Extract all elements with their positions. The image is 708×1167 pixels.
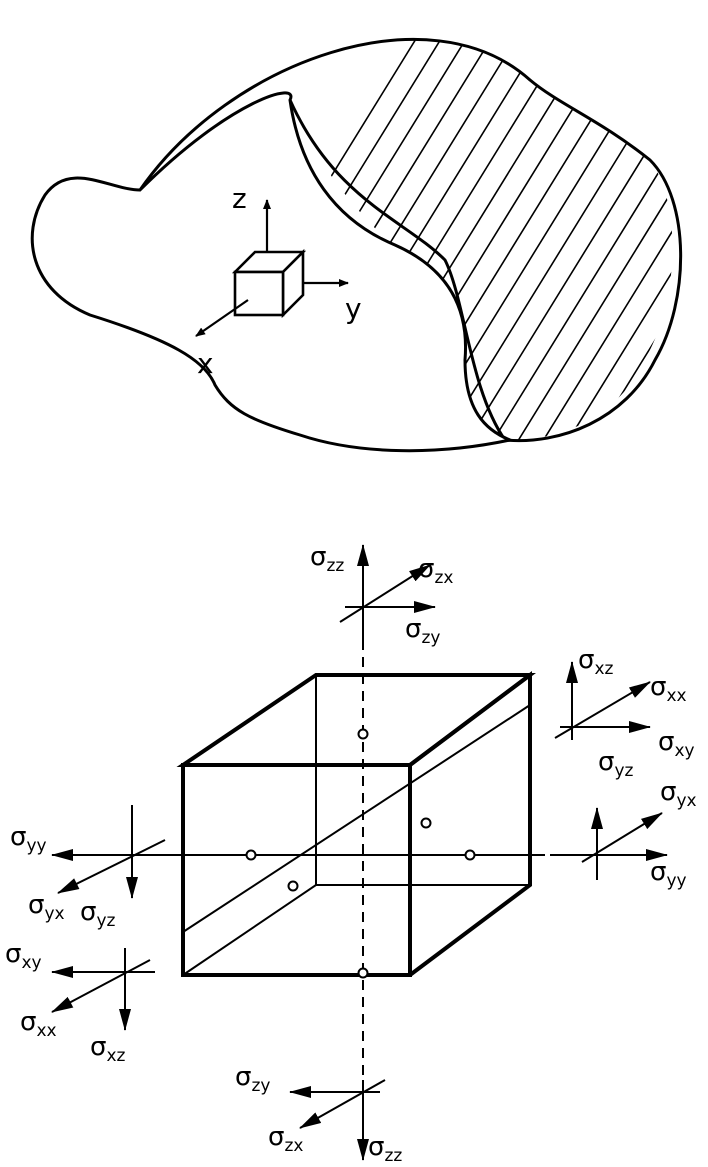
label-left-yy: σyy xyxy=(10,822,47,856)
body-axes xyxy=(195,199,349,337)
label-bottom-zy: σzy xyxy=(235,1062,270,1096)
axis-label-z: z xyxy=(232,182,247,215)
label-back-xy: σxy xyxy=(5,939,42,973)
stress-cube: σzz σzx σzy σxz σxx σxy σyz σyx σyy σyy … xyxy=(5,542,697,1166)
stress-labels: σzz σzx σzy σxz σxx σxy σyz σyx σyy σyy … xyxy=(5,542,697,1166)
label-bottom-zx: σzx xyxy=(268,1122,303,1156)
label-right-yy: σyy xyxy=(650,857,687,891)
face-centre-markers xyxy=(245,728,476,979)
center-axes xyxy=(182,640,545,1080)
label-left-yx: σyx xyxy=(28,890,65,924)
element-cube xyxy=(231,248,307,319)
label-back-xz: σxz xyxy=(90,1032,126,1066)
label-top-zy: σzy xyxy=(405,614,440,648)
label-bottom-zz: σzz xyxy=(368,1132,402,1166)
left-face-stresses xyxy=(51,805,183,899)
bottom-face-stresses xyxy=(289,1079,386,1161)
label-front-xy: σxy xyxy=(658,727,695,761)
label-right-yx: σyx xyxy=(660,777,697,811)
body-side-surface xyxy=(138,37,683,443)
back-face-stresses xyxy=(51,948,155,1031)
front-face-stresses xyxy=(554,661,651,740)
top-face-stresses xyxy=(339,544,436,640)
axis-label-y: y xyxy=(345,292,362,325)
continuum-body: z y x xyxy=(30,37,683,453)
right-face-stresses xyxy=(550,807,668,880)
axis-label-x: x xyxy=(197,347,214,380)
label-top-zz: σzz xyxy=(310,542,344,576)
visible-edges xyxy=(176,671,536,977)
label-front-xz: σxz xyxy=(578,645,614,679)
label-top-zx: σzx xyxy=(418,554,453,588)
label-right-yz: σyz xyxy=(598,747,634,781)
label-left-yz: σyz xyxy=(80,897,116,931)
hidden-edges xyxy=(182,675,530,976)
label-front-xx: σxx xyxy=(650,672,687,706)
label-back-xx: σxx xyxy=(20,1007,57,1041)
